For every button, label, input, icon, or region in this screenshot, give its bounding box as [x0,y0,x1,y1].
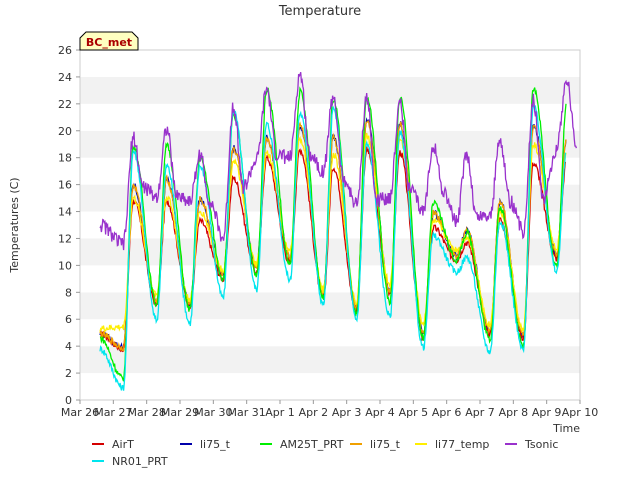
x-tick-label: Apr 2 [299,406,329,419]
y-tick-label: 8 [65,286,72,299]
x-tick-label: Apr 8 [499,406,529,419]
y-tick-label: 6 [65,313,72,326]
plot-frame [79,49,581,401]
legend-item-li75-t: li75_t [350,438,401,451]
x-axis-label: Time [552,422,580,435]
x-tick-label: Apr 3 [332,406,362,419]
x-tick-label: Mar 31 [228,406,266,419]
legend-item-nr01-prt: NR01_PRT [92,455,168,468]
x-tick-label: Apr 1 [265,406,295,419]
x-tick-label: Apr 10 [562,406,599,419]
x-tick-label: Apr 7 [465,406,495,419]
legend-label: li75_t [370,438,401,451]
legend-label: Tsonic [524,438,558,451]
legend-label: NR01_PRT [112,455,168,468]
x-tick-label: Mar 30 [194,406,232,419]
legend-item-tsonic: Tsonic [505,438,558,451]
legend-item-li77-temp: li77_temp [415,438,489,451]
station-badge-label: BC_met [86,36,132,49]
legend-item-airt: AirT [92,438,134,451]
series-line-am25t-prt [99,86,567,382]
legend-label: li77_temp [435,438,489,451]
station-badge: BC_met [79,31,139,51]
y-tick-label: 10 [58,259,72,272]
y-tick-label: 14 [58,206,72,219]
grid-band [80,373,580,400]
x-tick-label: Apr 4 [365,406,395,419]
x-tick-label: Mar 27 [94,406,132,419]
legend-label: AirT [112,438,134,451]
x-tick-label: Apr 6 [432,406,462,419]
grid-band [80,238,580,266]
x-tick-label: Apr 9 [532,406,562,419]
series-line-tsonic [99,72,578,251]
grid-band [80,292,580,320]
legend-label: li75_t [200,438,231,451]
y-tick-label: 4 [65,340,72,353]
y-tick-label: 20 [58,125,72,138]
x-tick-label: Mar 26 [61,406,99,419]
x-tick-label: Mar 29 [161,406,199,419]
grid-band [80,76,580,104]
grid-band [80,265,580,293]
y-tick-label: 12 [58,232,72,245]
y-tick-label: 0 [65,394,72,407]
y-tick-label: 26 [58,44,72,57]
legend-label: AM25T_PRT [280,438,344,451]
y-tick-label: 24 [58,71,72,84]
legend: AirT NR01_PRT li75_t AM25T_PRT li75_t li77_te… [92,438,558,468]
legend-item-am25t-prt: AM25T_PRT [260,438,344,451]
y-tick-label: 16 [58,179,72,192]
y-tick-label: 2 [65,367,72,380]
grid-band [80,346,580,374]
y-tick-label: 18 [58,152,72,165]
grid-band [80,319,580,347]
series-lines [99,72,578,391]
series-line-li77-temp [99,132,567,332]
y-tick-label: 22 [58,98,72,111]
x-tick-label: Apr 5 [399,406,429,419]
series-line-nr01-prt [99,104,567,391]
y-axis-label: Temperatures (C) [8,177,21,273]
chart-title: Temperature [278,4,361,19]
x-tick-label: Mar 28 [128,406,166,419]
grid-band [80,50,580,77]
legend-item-li75-t: li75_t [180,438,231,451]
